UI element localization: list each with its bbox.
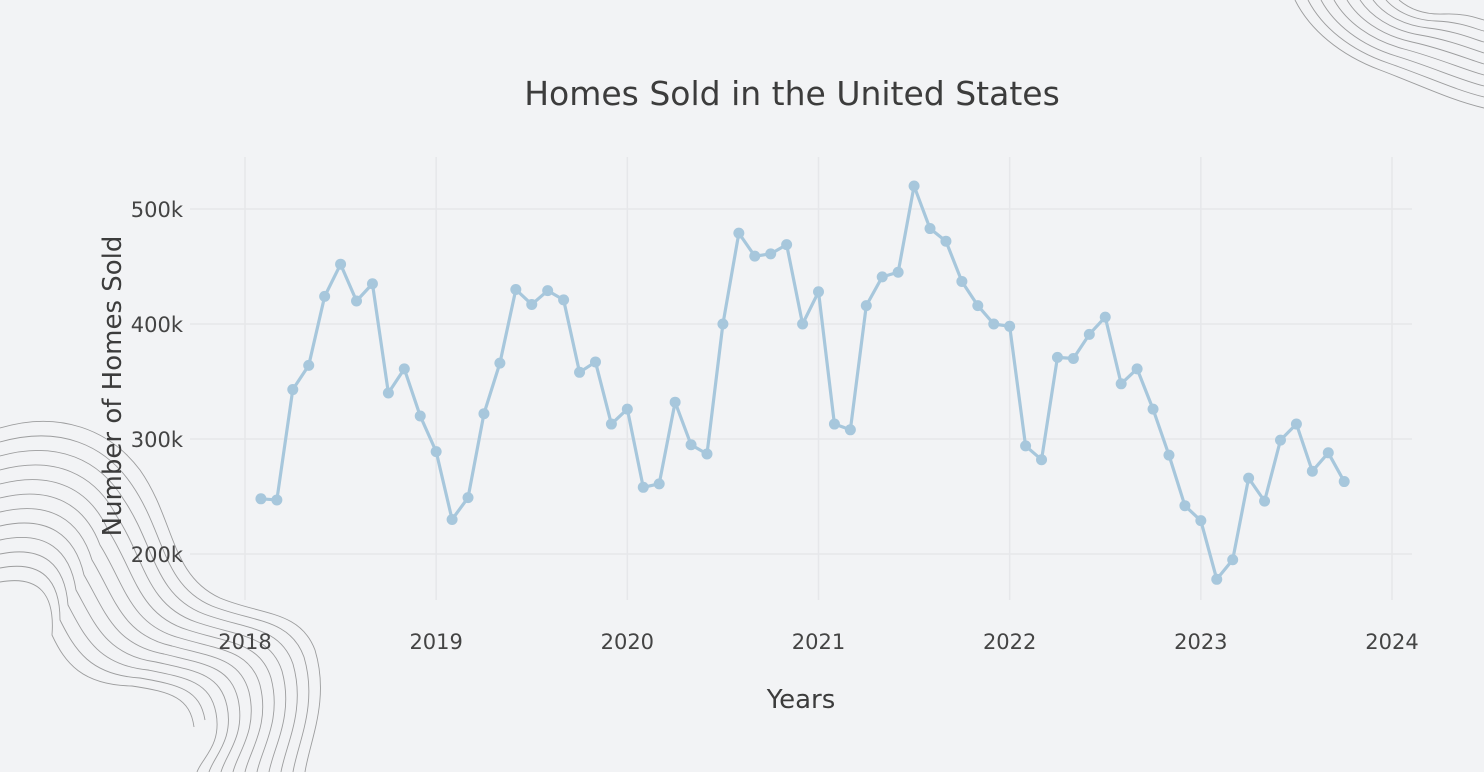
data-point[interactable]	[956, 275, 968, 287]
data-point[interactable]	[1163, 449, 1175, 461]
data-point[interactable]	[813, 286, 824, 298]
data-point[interactable]	[1322, 447, 1334, 459]
data-point[interactable]	[701, 448, 713, 460]
data-point[interactable]	[589, 356, 601, 368]
data-point[interactable]	[255, 493, 267, 505]
data-point[interactable]	[605, 418, 617, 430]
data-point[interactable]	[414, 410, 426, 422]
data-point[interactable]	[542, 285, 554, 297]
data-point[interactable]	[1306, 465, 1318, 477]
data-point[interactable]	[781, 239, 793, 251]
data-point[interactable]	[972, 300, 984, 312]
data-point[interactable]	[271, 494, 283, 506]
data-point[interactable]	[319, 290, 331, 302]
data-point[interactable]	[621, 403, 633, 415]
data-point[interactable]	[1259, 495, 1271, 507]
data-point[interactable]	[733, 227, 745, 239]
data-point[interactable]	[351, 295, 363, 307]
data-point[interactable]	[685, 439, 697, 451]
data-point[interactable]	[1211, 573, 1223, 585]
x-tick-label: 2021	[792, 630, 845, 654]
series-layer	[255, 180, 1350, 585]
data-point[interactable]	[1131, 363, 1143, 375]
x-axis-title: Years	[766, 685, 836, 715]
data-point[interactable]	[335, 258, 347, 270]
data-point[interactable]	[924, 223, 936, 235]
x-tick-label: 2023	[1174, 630, 1227, 654]
y-axis-title: Number of Homes Sold	[98, 236, 128, 537]
data-point[interactable]	[1274, 434, 1286, 446]
x-tick-label: 2020	[601, 630, 654, 654]
data-point[interactable]	[1036, 454, 1048, 466]
data-point[interactable]	[844, 424, 856, 436]
x-tick-label: 2024	[1365, 630, 1418, 654]
data-point[interactable]	[749, 250, 761, 262]
data-point[interactable]	[446, 514, 458, 525]
decorative-waves-top-right	[1294, 0, 1484, 109]
data-point[interactable]	[1195, 515, 1207, 527]
data-point[interactable]	[574, 366, 586, 378]
gridlines	[190, 157, 1412, 600]
data-point[interactable]	[860, 300, 872, 312]
data-point[interactable]	[653, 478, 665, 490]
y-tick-label: 500k	[131, 198, 184, 222]
data-point[interactable]	[478, 408, 490, 420]
data-point[interactable]	[940, 235, 952, 247]
decorative-waves-bottom-left	[0, 420, 321, 772]
y-tick-label: 300k	[131, 428, 184, 452]
data-point[interactable]	[892, 266, 904, 278]
data-point[interactable]	[828, 418, 840, 430]
data-point[interactable]	[366, 278, 378, 290]
data-point[interactable]	[558, 294, 570, 306]
data-point[interactable]	[526, 298, 538, 310]
data-point[interactable]	[382, 387, 394, 399]
x-tick-label: 2019	[409, 630, 462, 654]
data-point[interactable]	[462, 492, 474, 504]
data-point[interactable]	[303, 359, 315, 371]
data-point[interactable]	[988, 318, 1000, 330]
data-point[interactable]	[637, 481, 649, 493]
data-point[interactable]	[908, 180, 920, 192]
data-point[interactable]	[430, 446, 442, 458]
data-point[interactable]	[1338, 476, 1350, 488]
data-point[interactable]	[1051, 351, 1063, 363]
data-point[interactable]	[1083, 328, 1095, 340]
x-tick-label: 2022	[983, 630, 1036, 654]
data-point[interactable]	[1179, 500, 1191, 512]
data-point[interactable]	[876, 271, 888, 283]
x-tick-label: 2018	[218, 630, 271, 654]
data-point[interactable]	[1227, 554, 1239, 566]
data-point[interactable]	[1243, 472, 1255, 484]
data-point[interactable]	[717, 318, 729, 330]
data-point[interactable]	[1099, 311, 1111, 323]
series-line	[260, 184, 1346, 581]
y-tick-label: 200k	[131, 543, 184, 567]
data-point[interactable]	[765, 248, 777, 260]
tick-labels: 2018 2019 2020 2021 2022 2023 2024 200k 300k 400k…	[131, 198, 1419, 654]
data-point[interactable]	[1020, 440, 1032, 452]
data-point[interactable]	[1147, 403, 1159, 415]
data-point[interactable]	[510, 284, 522, 295]
data-point[interactable]	[669, 396, 681, 408]
data-point[interactable]	[1115, 378, 1127, 390]
data-point[interactable]	[1067, 353, 1079, 364]
data-point[interactable]	[1290, 418, 1302, 430]
data-point[interactable]	[1004, 320, 1016, 332]
chart-title: Homes Sold in the United States	[524, 74, 1060, 113]
data-point[interactable]	[287, 384, 299, 396]
data-point[interactable]	[494, 357, 506, 369]
data-point[interactable]	[398, 363, 410, 375]
y-tick-label: 400k	[131, 313, 184, 337]
data-point[interactable]	[797, 318, 809, 330]
